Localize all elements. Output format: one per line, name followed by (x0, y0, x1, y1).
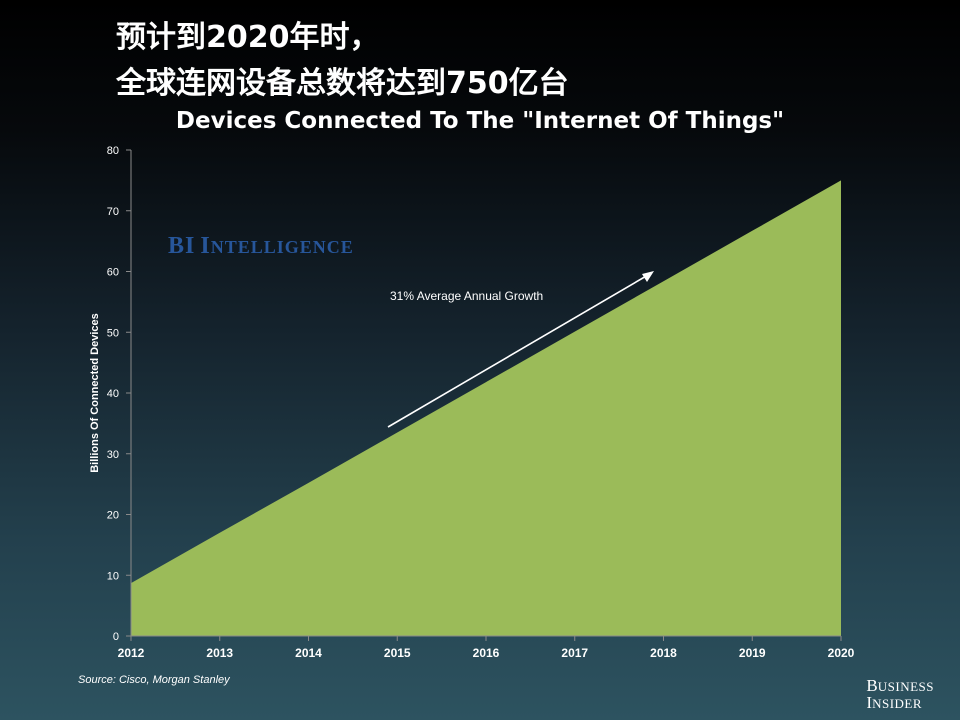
y-tick-label: 50 (107, 327, 119, 339)
x-tick-label: 2019 (739, 646, 766, 660)
headline-line-1: 预计到2020年时， (116, 20, 380, 55)
y-tick-label: 70 (107, 206, 119, 218)
chart-title: Devices Connected To The "Internet Of Th… (175, 108, 785, 134)
logo-nsider: NSIDER (872, 696, 923, 711)
growth-arrow (387, 274, 649, 428)
logo-i: I (866, 693, 873, 712)
bi-intelligence-watermark: BI INTELLIGENCE (168, 233, 354, 260)
y-tick-label: 0 (113, 631, 119, 643)
watermark-rest: NTELLIGENCE (210, 237, 354, 257)
x-tick-label: 2015 (384, 646, 411, 660)
x-tick-label: 2013 (206, 646, 233, 660)
growth-annotation-text: 31% Average Annual Growth (390, 289, 543, 303)
headline-line-2: 全球连网设备总数将达到750亿台 (116, 66, 569, 101)
y-tick-label: 30 (107, 449, 119, 461)
y-tick-label: 80 (107, 145, 119, 157)
x-tick-label: 2014 (295, 646, 322, 660)
watermark-initial: I (200, 233, 211, 259)
x-tick-label: 2016 (473, 646, 500, 660)
watermark-first: BI (168, 233, 196, 259)
growth-arrow-head (642, 271, 654, 282)
x-tick-label: 2020 (828, 646, 855, 660)
y-axis-label: Billions Of Connected Devices (89, 313, 101, 473)
x-tick-label: 2018 (650, 646, 677, 660)
y-tick-label: 20 (107, 510, 119, 522)
x-tick-label: 2017 (561, 646, 588, 660)
area-series (131, 180, 841, 636)
logo-usiness: USINESS (877, 679, 934, 694)
business-insider-logo: BUSINESS INSIDER (866, 676, 934, 712)
growth-annotation: 31% Average Annual Growth (387, 271, 654, 428)
y-tick-label: 40 (107, 388, 119, 400)
y-tick-label: 60 (107, 267, 119, 279)
source-note: Source: Cisco, Morgan Stanley (78, 674, 230, 686)
y-tick-label: 10 (107, 570, 119, 582)
logo-b: B (866, 676, 878, 695)
x-tick-label: 2012 (118, 646, 145, 660)
